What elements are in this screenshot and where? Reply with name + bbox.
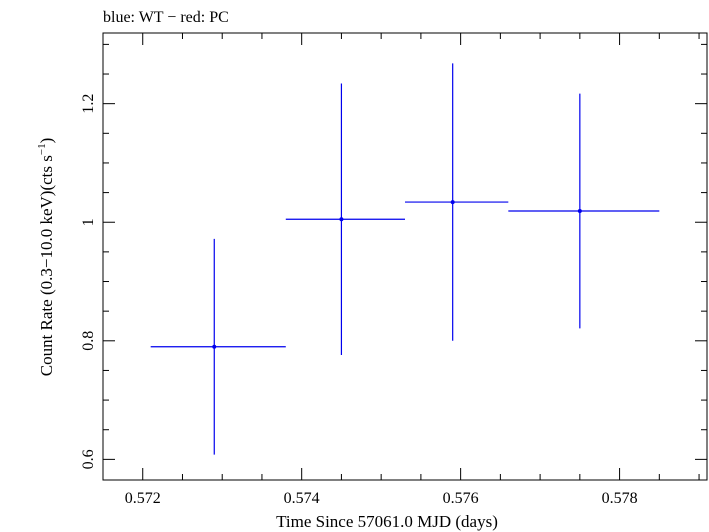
x-axis-tick-labels: 0.572 0.574 0.576 0.578 [125,490,638,507]
y-axis-ticks [103,43,707,460]
y-tick-label: 1 [80,218,97,226]
data-series-wt [150,63,660,455]
x-tick-label: 0.574 [284,490,320,507]
x-tick-label: 0.578 [602,490,638,507]
chart-title: blue: WT − red: PC [103,9,229,26]
x-axis-ticks [102,33,700,480]
y-tick-label: 0.6 [80,449,97,469]
y-axis-label: Count Rate (0.3−10.0 keV)(cts s−1) [36,138,56,377]
y-axis-label-main: Count Rate (0.3−10.0 keV)(cts s [37,155,56,376]
y-axis-tick-labels: 0.6 0.8 1 1.2 [80,94,97,470]
y-tick-label: 1.2 [80,94,97,114]
data-point-3 [405,63,509,341]
data-point-marker [577,208,582,213]
data-point-marker [450,200,455,205]
x-tick-label: 0.572 [125,490,161,507]
data-point-2 [285,83,405,356]
data-point-4 [508,93,660,329]
x-axis-label: Time Since 57061.0 MJD (days) [276,512,498,531]
plot-frame [102,32,708,481]
x-tick-label: 0.576 [443,490,479,507]
data-point-1 [150,238,286,455]
data-point-marker [339,217,344,222]
y-axis-label-superscript: −1 [36,143,48,155]
y-axis-label-close: ) [37,138,56,144]
y-tick-label: 0.8 [80,331,97,351]
data-point-marker [212,344,217,349]
